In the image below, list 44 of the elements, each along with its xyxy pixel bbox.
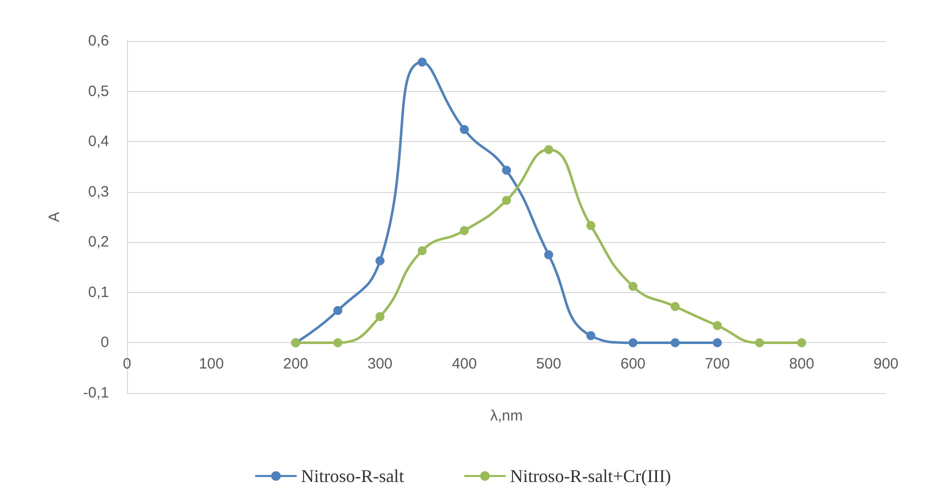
legend-label: Nitroso-R-salt: [300, 466, 404, 486]
point: [544, 145, 554, 154]
legend-label: Nitroso-R-salt+Cr(III): [510, 466, 672, 486]
point: [418, 58, 427, 67]
point: [460, 226, 469, 236]
y-tick-label: 0,5: [88, 82, 109, 100]
point: [670, 338, 680, 348]
point: [586, 221, 596, 230]
y-axis-title: A: [46, 212, 63, 222]
point: [712, 338, 722, 348]
x-tick-label: 900: [873, 356, 899, 373]
y-tick-label: 0,2: [88, 234, 109, 251]
x-tick-label: 100: [198, 356, 224, 373]
y-tick-label: -0,1: [83, 384, 109, 402]
point: [712, 321, 722, 330]
point: [755, 338, 764, 348]
point: [376, 312, 384, 322]
point: [502, 196, 511, 205]
point: [628, 282, 638, 291]
x-tick-label: 300: [367, 356, 393, 373]
y-tick-label: 0,3: [88, 183, 109, 200]
x-tick-label: 600: [620, 356, 646, 373]
point: [586, 331, 596, 340]
point: [502, 166, 511, 175]
x-tick-label: 200: [283, 356, 308, 373]
point: [628, 338, 638, 348]
x-tick-label: 400: [452, 356, 477, 373]
y-tick-label: 0,4: [88, 133, 109, 150]
point: [333, 338, 342, 348]
x-tick-label: 500: [536, 356, 562, 373]
point: [544, 250, 554, 260]
y-tick-label: 0,6: [88, 32, 109, 50]
y-tick-label: 0,1: [88, 284, 109, 301]
x-tick-label: 800: [789, 356, 814, 373]
point: [418, 246, 427, 256]
y-tick-label: 0: [100, 334, 109, 352]
point: [333, 306, 342, 316]
x-tick-label: 700: [704, 356, 730, 373]
x-axis-title: λ,nm: [490, 408, 523, 425]
point: [376, 256, 384, 266]
x-tick-label: 0: [122, 356, 132, 373]
point: [797, 338, 806, 348]
point: [460, 125, 469, 134]
point: [670, 302, 680, 312]
